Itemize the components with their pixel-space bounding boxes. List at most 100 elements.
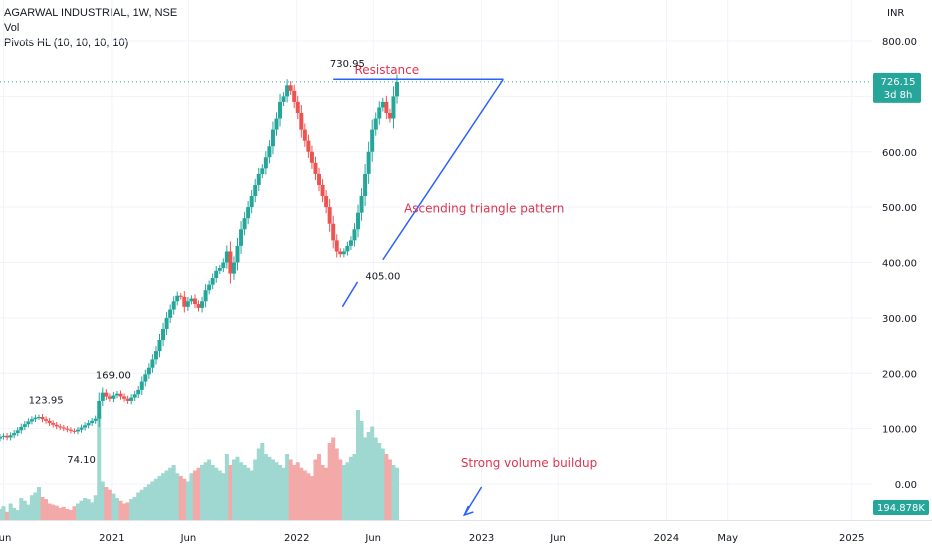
volume-arrow-head [462, 505, 474, 517]
candle-body [100, 392, 105, 401]
candle-body [239, 229, 244, 246]
volume-bar [334, 448, 339, 520]
candle-body [260, 168, 265, 174]
volume-bar [373, 437, 378, 520]
volume-bar [377, 443, 382, 520]
candle-body [373, 118, 378, 130]
candle-body [161, 328, 166, 341]
candle-body [178, 295, 183, 297]
volume-bar [40, 496, 45, 520]
volume-bar [356, 410, 361, 520]
volume-bar [327, 443, 332, 520]
x-tick-label: Jun [549, 533, 566, 544]
candle-body [203, 290, 208, 302]
candle-body [136, 389, 141, 395]
volume-bars [0, 410, 400, 520]
candle-body [270, 129, 275, 147]
volume-bar [380, 448, 385, 520]
candle-body [107, 396, 112, 399]
volume-bar [150, 481, 155, 520]
candle-body [153, 351, 158, 360]
candle-body [15, 430, 20, 434]
volume-bar [51, 504, 56, 520]
candle-body [97, 400, 102, 419]
y-tick-label: 0.00 [895, 480, 917, 491]
annotations: Resistance Ascending triangle pattern Stro… [29, 59, 598, 470]
volume-bar [5, 511, 10, 520]
candle-body [348, 240, 353, 246]
candle-body [157, 340, 162, 352]
volume-bar [370, 426, 375, 520]
candle-body [72, 430, 77, 432]
candle-body [185, 301, 190, 307]
candle-body [139, 381, 144, 390]
candle-body [363, 173, 368, 197]
volume-bar [79, 500, 84, 520]
volume-bar [12, 507, 17, 520]
candle-body [302, 129, 307, 141]
legend-volume-indicator[interactable]: Vol [4, 22, 20, 34]
x-tick-label: Jun [364, 533, 381, 544]
candle-body [327, 207, 332, 224]
volume-bar [256, 448, 261, 520]
volume-bar [348, 456, 353, 520]
volume-bar [93, 495, 98, 520]
candle-body [231, 262, 236, 274]
volume-bar [118, 500, 123, 520]
y-tick-label: 500.00 [882, 203, 917, 214]
candle-body [246, 207, 251, 219]
candle-body [129, 397, 134, 401]
volume-bar [295, 462, 300, 520]
price-axis[interactable]: 800.00700.00600.00500.00400.00300.00200.… [873, 8, 929, 515]
legend-symbol[interactable]: AGARWAL INDUSTRIAL, 1W, NSE [4, 7, 178, 19]
pivot-label: 730.95 [330, 59, 365, 70]
volume-bar [175, 473, 180, 520]
volume-bar [345, 462, 350, 520]
volume-bar [72, 506, 77, 520]
candle-body [341, 251, 346, 255]
small-trend-arrow [341, 281, 359, 308]
candle-body [256, 173, 261, 185]
pivot-label: 169.00 [96, 370, 131, 381]
candle-body [235, 245, 240, 263]
candle-body [391, 96, 396, 119]
volume-bar [267, 456, 272, 520]
volume-bar [192, 470, 197, 520]
candle-body [377, 107, 382, 119]
volume-bar [97, 415, 102, 520]
volume-bar [26, 504, 31, 520]
candle-body [125, 398, 130, 401]
candle-body [356, 212, 361, 230]
x-tick-label: 2022 [284, 533, 309, 544]
pivot-label: 405.00 [365, 272, 400, 283]
triangle-support-line [382, 78, 504, 261]
volume-bar [253, 459, 258, 520]
volume-bar [29, 495, 34, 520]
x-tick-label: 2025 [839, 533, 864, 544]
volume-bar [200, 465, 205, 520]
volume-bar [302, 470, 307, 520]
candle-body [75, 429, 80, 432]
volume-bar [395, 467, 400, 520]
volume-bar [61, 506, 66, 520]
volume-bar [196, 467, 201, 520]
volume-bar [125, 502, 130, 520]
candle-body [278, 101, 283, 119]
drawings[interactable] [0, 78, 872, 517]
pivot-label: 74.10 [67, 455, 96, 466]
candle-body [221, 262, 226, 269]
volume-bar [260, 443, 265, 520]
candle-body [345, 245, 350, 252]
volume-bar [36, 487, 41, 520]
volume-bar [0, 509, 2, 520]
time-axis[interactable]: Jun 2021 Jun 2022 Jun 2023 Jun 2024 May 2025 [0, 520, 932, 545]
candle-body [5, 435, 10, 438]
volume-bar [104, 487, 109, 520]
candle-body [242, 218, 247, 230]
candle-body [36, 416, 41, 418]
candle-body [263, 157, 268, 169]
candle-body [292, 90, 297, 102]
legend-pivots-indicator[interactable]: Pivots HL (10, 10, 10, 10) [4, 37, 129, 49]
candle-body [0, 436, 2, 439]
